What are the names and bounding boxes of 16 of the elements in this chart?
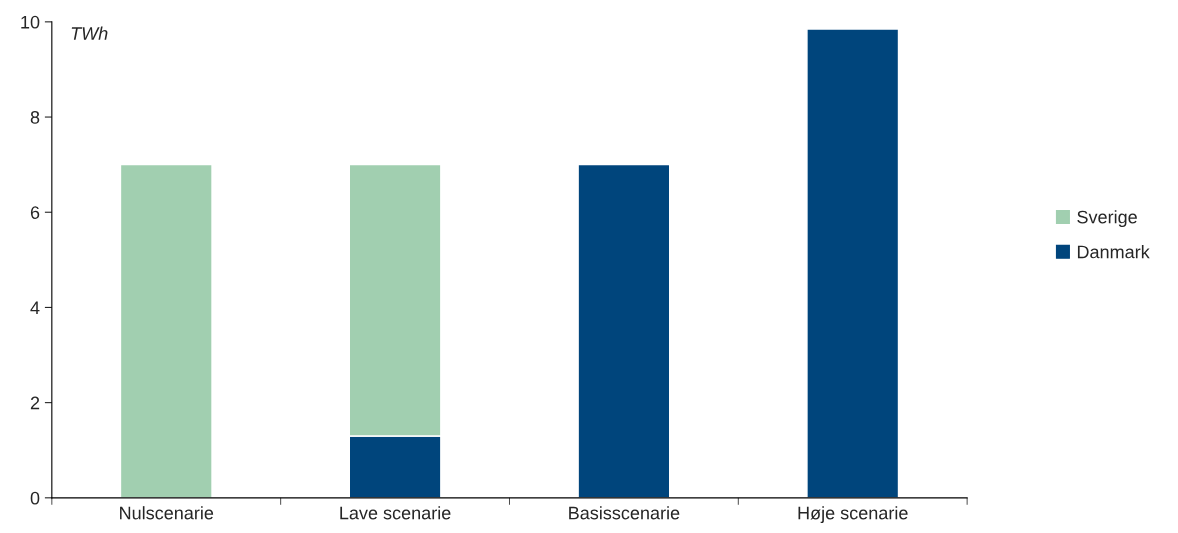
y-tick-label: 10: [21, 15, 40, 29]
x-tick-label: Høje scenarie: [798, 506, 908, 523]
legend-label: Sverige: [1077, 210, 1137, 228]
y-axis-title: TWh: [71, 26, 108, 40]
y-tick-label: 2: [30, 396, 40, 410]
x-tick-label: Basisscenarie: [569, 506, 680, 520]
bar: [806, 28, 900, 498]
y-tick-label: 4: [30, 301, 40, 314]
y-tick-label: 8: [30, 110, 40, 124]
bar: [119, 163, 213, 498]
x-tick-label: Nulscenarie: [120, 506, 214, 520]
legend-label: Danmark: [1077, 245, 1150, 259]
y-tick-label: 6: [30, 206, 40, 219]
x-tick-label: Lave scenarie: [340, 506, 451, 520]
y-tick-label: 0: [30, 491, 40, 505]
bar: [577, 163, 671, 498]
